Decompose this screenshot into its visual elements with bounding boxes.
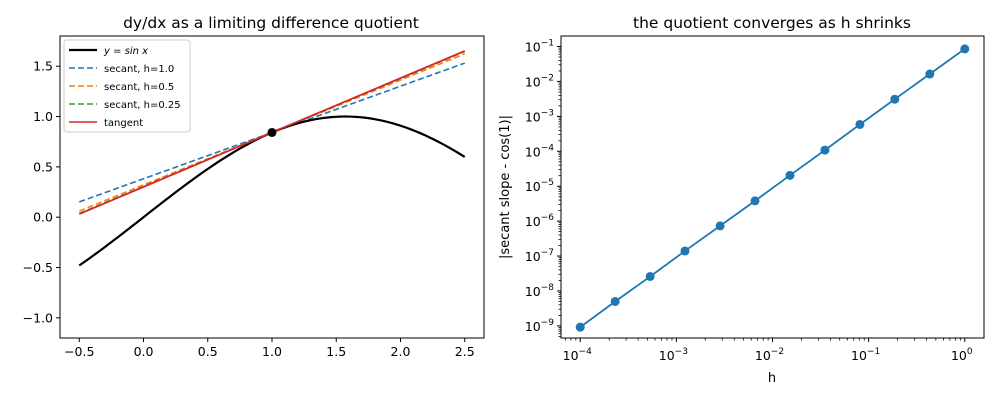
error-data-point	[820, 145, 830, 155]
right-y-tick-label-exponent: −6	[541, 213, 555, 223]
error-data-point	[960, 44, 970, 54]
right-x-tick-label-base: 10	[951, 348, 967, 363]
right-x-tick-label-base: 10	[755, 348, 771, 363]
right-x-tick-label-exponent: −3	[675, 347, 688, 357]
right-y-tick-label-base: 10	[525, 40, 541, 55]
left-chart: dy/dx as a limiting difference quotient …	[23, 14, 485, 359]
left-x-tick-label: 2.5	[455, 344, 475, 359]
left-y-tick-label: −0.5	[23, 260, 53, 275]
right-y-tick-label: 10−2	[525, 73, 554, 89]
left-x-tick-label: −0.5	[64, 344, 94, 359]
right-x-tick-label: 10−1	[851, 347, 880, 363]
error-data-point	[680, 246, 690, 256]
right-y-tick-label: 10−1	[525, 39, 554, 55]
right-y-tick-label-exponent: −4	[541, 143, 555, 153]
right-x-tick-label-exponent: −1	[867, 347, 880, 357]
right-y-tick-label-base: 10	[525, 74, 541, 89]
legend-label-0: y = sin x	[103, 46, 148, 57]
error-data-point	[855, 119, 865, 129]
legend-label-2: secant, h=0.5	[104, 82, 174, 93]
error-data-point	[925, 69, 935, 79]
right-y-tick-label-base: 10	[525, 319, 541, 334]
legend-label-3: secant, h=0.25	[104, 100, 181, 111]
right-y-tick-label: 10−4	[525, 143, 554, 159]
error-data-point	[890, 94, 900, 104]
left-y-tick-label: 0.5	[33, 159, 53, 174]
left-x-tick-label: 0.0	[134, 344, 154, 359]
error-series-line	[579, 48, 966, 328]
left-chart-legend: y = sin x secant, h=1.0 secant, h=0.5 secan…	[63, 39, 191, 133]
right-y-tick-label: 10−7	[525, 248, 554, 264]
right-y-tick-label-exponent: −8	[541, 283, 555, 293]
error-data-point	[645, 271, 655, 281]
right-x-tick-label: 10−4	[563, 347, 592, 363]
left-y-tick-label: 1.5	[33, 59, 53, 74]
right-x-tick-label-base: 10	[563, 348, 579, 363]
right-chart-plot-area	[575, 44, 970, 332]
right-y-tick-label: 10−3	[525, 108, 554, 124]
right-y-tick-label-base: 10	[525, 249, 541, 264]
right-y-tick-label-base: 10	[525, 179, 541, 194]
right-x-tick-label-exponent: −4	[579, 347, 593, 357]
right-y-tick-label-base: 10	[525, 109, 541, 124]
right-y-tick-label-base: 10	[525, 144, 541, 159]
left-chart-title: dy/dx as a limiting difference quotient	[123, 14, 419, 32]
legend-label-4: tangent	[104, 118, 143, 129]
right-x-tick-label-exponent: −2	[771, 347, 784, 357]
left-x-tick-label: 2.0	[391, 344, 411, 359]
right-y-tick-label: 10−9	[525, 318, 554, 334]
error-data-point	[610, 296, 620, 306]
right-x-tick-label: 10−3	[659, 347, 688, 363]
left-series-line-1	[78, 62, 466, 203]
right-x-tick-label-base: 10	[851, 348, 867, 363]
tangent-point-marker	[267, 127, 277, 137]
right-y-tick-label-base: 10	[525, 284, 541, 299]
left-chart-plot-area	[78, 50, 466, 267]
right-y-tick-label: 10−6	[525, 213, 554, 229]
right-y-tick-label: 10−8	[525, 283, 554, 299]
left-y-tick-label: −1.0	[23, 310, 53, 325]
left-chart-ticks: −0.5 0.0 0.5 1.0 1.5 2.0 2.5 −1.0 −0.5 0.0 0.5 1.0 1…	[23, 59, 475, 359]
right-y-tick-label-exponent: −1	[541, 39, 554, 49]
right-y-tick-label: 10−5	[525, 178, 554, 194]
left-x-tick-label: 1.0	[262, 344, 282, 359]
error-data-point	[575, 322, 585, 332]
right-chart-y-axis-label: |secant slope - cos(1)|	[498, 115, 513, 259]
right-x-tick-label-exponent: 0	[967, 347, 973, 357]
right-y-tick-label-base: 10	[525, 214, 541, 229]
right-chart: the quotient converges as h shrinks 10−4…	[498, 14, 985, 386]
left-x-tick-label: 1.5	[326, 344, 346, 359]
right-y-tick-label-exponent: −3	[541, 108, 554, 118]
left-y-tick-label: 1.0	[33, 109, 53, 124]
left-x-tick-label: 0.5	[198, 344, 218, 359]
error-data-point	[785, 170, 795, 180]
error-data-point	[715, 221, 725, 231]
error-data-point	[750, 196, 760, 206]
right-chart-axes-frame	[560, 35, 985, 339]
legend-label-1: secant, h=1.0	[104, 64, 174, 75]
left-y-tick-label: 0.0	[33, 210, 53, 225]
right-x-tick-label: 100	[951, 347, 973, 363]
left-chart-axes-frame	[59, 35, 485, 339]
right-y-tick-label-exponent: −7	[541, 248, 554, 258]
legend-box	[63, 39, 191, 133]
right-y-tick-label-exponent: −2	[541, 73, 554, 83]
right-y-tick-label-exponent: −9	[541, 318, 555, 328]
right-x-tick-label: 10−2	[755, 347, 784, 363]
right-chart-x-axis-label: h	[768, 371, 776, 386]
right-y-tick-label-exponent: −5	[541, 178, 554, 188]
right-chart-title: the quotient converges as h shrinks	[633, 14, 911, 32]
right-x-tick-label-base: 10	[659, 348, 675, 363]
